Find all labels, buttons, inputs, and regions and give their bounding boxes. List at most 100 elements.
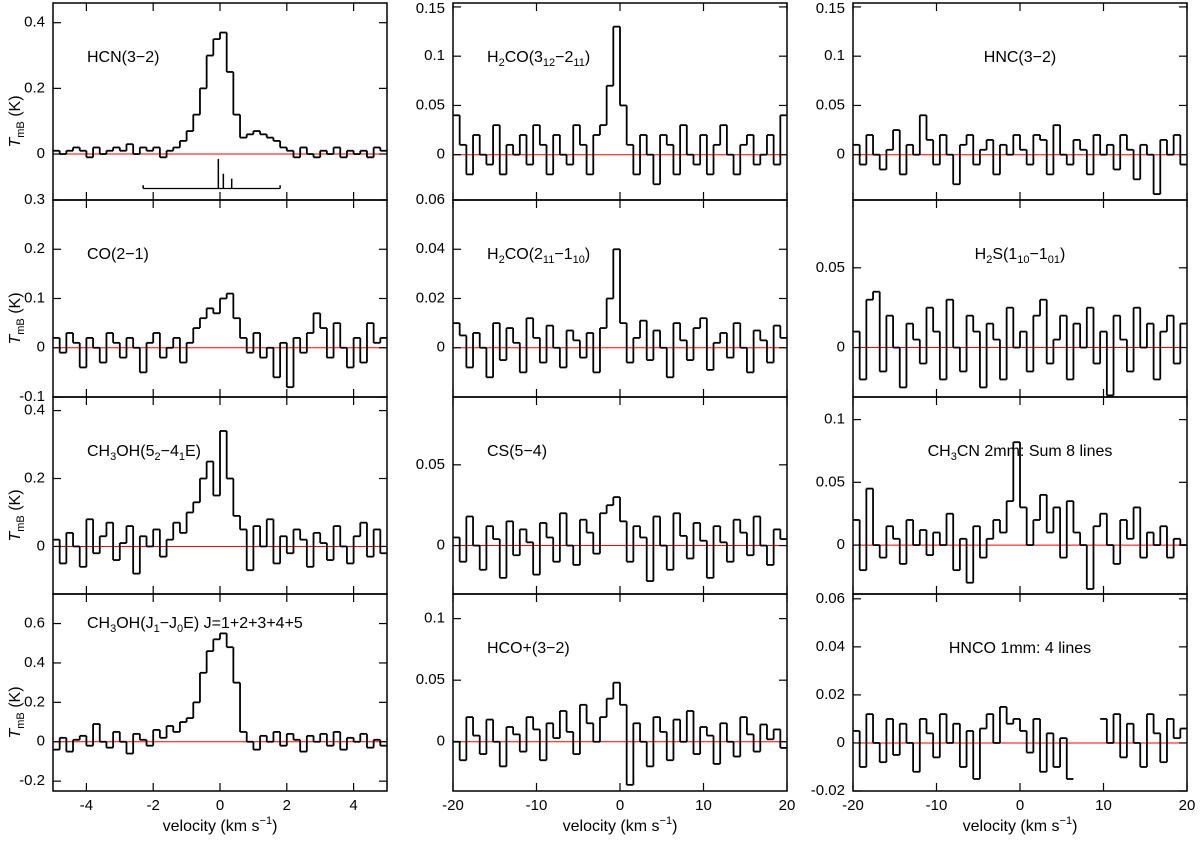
line-label: HNC(3−2) (984, 49, 1056, 66)
y-axis-label: TmB (K) (7, 686, 27, 738)
panel-frame (52, 593, 388, 792)
x-tick-label: 20 (1179, 797, 1196, 814)
text-segment: CO(2 (505, 246, 543, 263)
panel: 0 0.2 0.4 CH3OH(52−41E) TmB (K) (7, 396, 388, 595)
x-tick-label: 10 (695, 797, 712, 814)
text-segment: 3 (110, 623, 116, 635)
text-segment: T (7, 137, 24, 148)
y-tick-label: 0.15 (816, 0, 845, 17)
text-segment: H (975, 246, 987, 263)
x-tick-label: 0 (216, 797, 224, 814)
panel: 0 0.05 CS(5−4) (416, 396, 788, 595)
y-axis-label: TmB (K) (7, 95, 27, 147)
y-tick-label: 0.2 (24, 240, 45, 257)
y-tick-label: -0.02 (811, 782, 845, 799)
x-tick-label: 0 (616, 797, 624, 814)
text-segment: (K) (7, 292, 24, 318)
y-tick-label: 0.3 (24, 191, 45, 208)
y-tick-label: 0 (37, 733, 45, 750)
text-segment: CS(5−4) (487, 443, 547, 460)
y-tick-label: 0.05 (816, 259, 845, 276)
text-segment: HCO+(3−2) (487, 640, 570, 657)
text-segment: −J (160, 615, 177, 632)
text-segment: (K) (7, 95, 24, 121)
x-axis-label: velocity (km s−1) (963, 815, 1078, 835)
y-tick-label: 0.4 (24, 654, 45, 671)
y-tick-label: 0.2 (24, 79, 45, 96)
panel: -0.02 0 0.02 0.04 0.06 -20 -10 0 10 20 HNCO 1mm: 4… (811, 590, 1196, 835)
panel-frame (452, 396, 788, 595)
y-tick-label: 0 (37, 537, 45, 554)
y-tick-label: 0 (437, 733, 445, 750)
y-tick-label: 0 (837, 146, 845, 163)
y-tick-label: 0.1 (24, 289, 45, 306)
panel: 0 0.02 0.04 0.06 H2CO(211−110) (416, 191, 788, 398)
text-segment: H (487, 246, 499, 263)
y-tick-label: 0.02 (416, 289, 445, 306)
text-segment: H (487, 49, 499, 66)
y-tick-label: 0.4 (24, 14, 45, 31)
x-tick-label: -2 (147, 797, 160, 814)
spectrum (53, 292, 387, 389)
text-segment: ) (585, 246, 590, 263)
text-segment: CO(3 (505, 49, 543, 66)
x-tick-label: -20 (842, 797, 864, 814)
y-tick-label: 0 (837, 536, 845, 553)
text-segment: mB (15, 318, 27, 335)
text-segment: CH (87, 443, 110, 460)
line-label: H2CO(211−110) (487, 246, 590, 266)
text-segment: 2 (499, 57, 505, 69)
y-tick-label: 0 (437, 339, 445, 356)
panel: -0.1 0 0.1 0.2 0.3 CO(2−1) TmB (K) (7, 191, 388, 405)
y-tick-label: 0.6 (24, 615, 45, 632)
panel: 0 0.05 0.1 0.15 HNC(3−2) (816, 0, 1188, 201)
text-segment: T (7, 334, 24, 345)
text-segment: 10 (573, 254, 585, 266)
text-segment: 11 (543, 254, 554, 266)
y-tick-label: 0.04 (416, 240, 445, 257)
spectrum (53, 632, 387, 755)
spectrum (53, 430, 387, 575)
panel: 0 0.05 H2S(110−101) (816, 199, 1188, 398)
panel: 0 0.05 0.1 -20 -10 0 10 20 HCO+(3−2) velocity (km… (416, 593, 796, 835)
panel: 0 0.05 0.1 CH3CN 2mm: Sum 8 lines (816, 396, 1188, 595)
x-tick-label: 0 (1016, 797, 1024, 814)
text-segment: −1 (260, 815, 273, 827)
line-label: HNCO 1mm: 4 lines (949, 640, 1091, 657)
text-segment: −1 (1060, 815, 1073, 827)
y-tick-label: 0.04 (816, 638, 845, 655)
text-segment: 2 (154, 451, 160, 463)
text-segment: 01 (1048, 254, 1060, 266)
text-segment: 1 (154, 623, 160, 635)
line-label: H2CO(312−211) (487, 49, 590, 69)
text-segment: E) J=1+2+3+4+5 (183, 615, 303, 632)
text-segment: −2 (555, 49, 573, 66)
text-segment: velocity (km s (163, 818, 260, 835)
panel: 0 0.2 0.4 HCN(3−2) TmB (K) (7, 2, 388, 201)
text-segment: 2 (499, 254, 505, 266)
spectrum (853, 441, 1187, 590)
x-tick-label: 10 (1095, 797, 1112, 814)
x-tick-label: 20 (779, 797, 796, 814)
text-segment: −1 (1030, 246, 1048, 263)
y-tick-label: 0.05 (416, 456, 445, 473)
y-tick-label: 0.05 (416, 96, 445, 113)
line-label: CH3OH(52−41E) (87, 443, 201, 463)
line-label: HCN(3−2) (87, 49, 159, 66)
line-label: HCO+(3−2) (487, 640, 570, 657)
text-segment: CN 2mm: Sum 8 lines (957, 443, 1113, 460)
line-label: CH3CN 2mm: Sum 8 lines (928, 443, 1113, 463)
text-segment: E) (185, 443, 201, 460)
text-segment: (K) (7, 686, 24, 712)
line-label: CO(2−1) (87, 246, 149, 263)
text-segment: (K) (7, 489, 24, 515)
text-segment: CH (928, 443, 951, 460)
text-segment: ) (272, 818, 277, 835)
spectrum (453, 25, 787, 186)
text-segment: HCN(3−2) (87, 49, 159, 66)
x-axis-label: velocity (km s−1) (163, 815, 278, 835)
y-tick-label: 0 (437, 146, 445, 163)
y-tick-label: -0.1 (19, 388, 45, 405)
y-tick-label: 0.1 (824, 47, 845, 64)
